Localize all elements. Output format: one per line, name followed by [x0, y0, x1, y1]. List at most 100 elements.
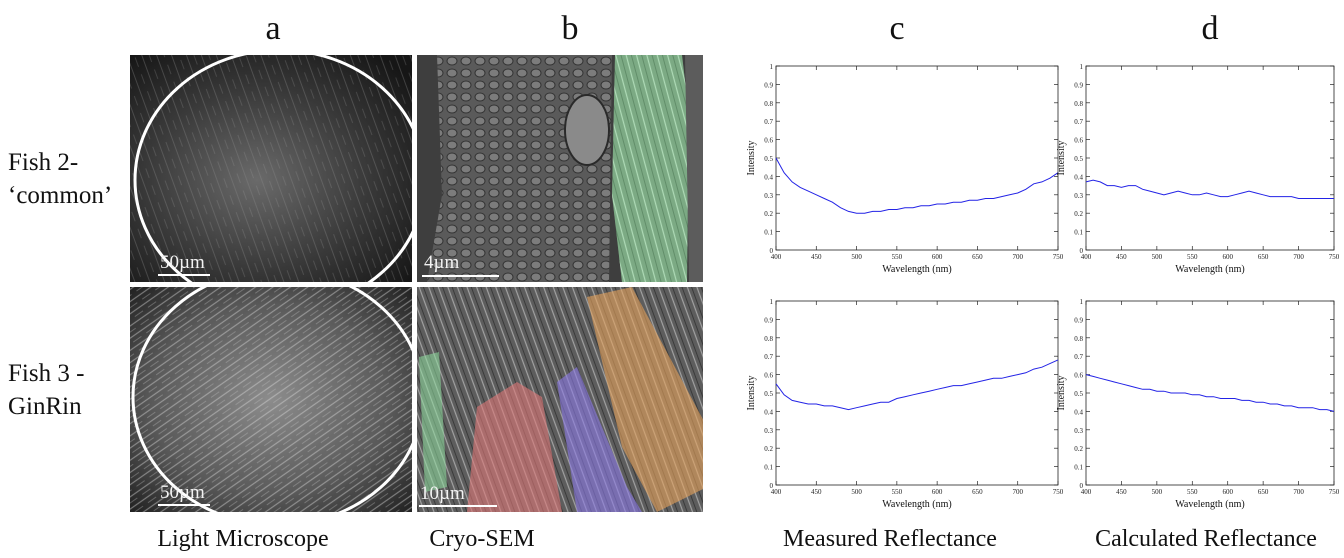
y-tick-label: 0.7	[764, 353, 773, 361]
y-tick-label: 0.4	[764, 173, 773, 181]
row-label-line1: Fish 2-	[8, 149, 79, 176]
red-overlay-region	[467, 382, 562, 512]
x-tick-label: 650	[1258, 253, 1269, 261]
y-tick-label: 0.8	[764, 100, 773, 108]
y-tick-label: 0.4	[764, 408, 773, 416]
row-label-line2: GinRin	[8, 393, 82, 420]
x-tick-label: 450	[1116, 488, 1127, 496]
light-microscope-image-fish2: 50µm	[130, 55, 412, 282]
series-line	[775, 359, 1059, 411]
x-tick-label: 500	[851, 253, 862, 261]
green-overlay-region	[612, 55, 689, 282]
x-tick-label: 700	[1012, 488, 1023, 496]
y-tick-label: 0.3	[1074, 427, 1083, 435]
y-tick-label: 0.9	[1074, 81, 1083, 89]
x-tick-label: 750	[1053, 253, 1064, 261]
x-tick-label: 750	[1329, 253, 1340, 261]
x-tick-label: 450	[811, 488, 822, 496]
y-tick-label: 1	[1080, 63, 1084, 71]
field-of-view-circle	[131, 287, 412, 512]
x-tick-label: 550	[1187, 253, 1198, 261]
y-tick-label: 0.7	[1074, 118, 1083, 126]
caption-light-microscope: Light Microscope	[157, 526, 329, 552]
x-axis-label: Wavelength (nm)	[1175, 499, 1244, 510]
series-line	[1085, 179, 1334, 199]
y-tick-label: 0.3	[1074, 192, 1083, 200]
row-label-fish3: Fish 3 - GinRin	[8, 357, 84, 423]
plot-area	[1085, 300, 1335, 486]
chart-measured-reflectance-fish3: 0 0.1 0.2 0.3 0.4 0.5 0.6 0.7 0.8 0.9 1 400 450 500 55…	[746, 298, 1064, 510]
y-tick-label: 1	[770, 63, 774, 71]
plot-area	[775, 65, 1059, 251]
y-tick-label: 0.2	[764, 210, 773, 218]
chart-measured-reflectance-fish2: 0 0.1 0.2 0.3 0.4 0.5 0.6 0.7 0.8 0.9 1 400 450 500 55…	[746, 63, 1064, 275]
y-tick-label: 0.6	[764, 372, 773, 380]
x-tick-label: 500	[1152, 488, 1163, 496]
x-tick-label: 400	[1081, 253, 1092, 261]
y-tick-label: 0	[770, 482, 774, 490]
x-tick-label: 750	[1329, 488, 1340, 496]
x-tick-label: 650	[972, 253, 983, 261]
x-tick-label: 700	[1012, 253, 1023, 261]
y-tick-label: 0.7	[764, 118, 773, 126]
x-tick-label: 650	[972, 488, 983, 496]
y-tick-label: 0.5	[764, 390, 773, 398]
y-tick-label: 0.1	[764, 229, 773, 237]
column-letter-b: b	[561, 10, 579, 47]
x-tick-label: 700	[1293, 488, 1304, 496]
x-tick-label: 650	[1258, 488, 1269, 496]
row-label-line2: ‘common’	[8, 182, 113, 209]
y-tick-label: 0.8	[1074, 100, 1083, 108]
y-tick-label: 0.1	[764, 464, 773, 472]
x-tick-label: 750	[1053, 488, 1064, 496]
y-axis-label: Intensity	[746, 376, 757, 411]
y-tick-label: 0.8	[1074, 335, 1083, 343]
x-tick-label: 400	[1081, 488, 1092, 496]
series-line	[775, 157, 1059, 214]
y-tick-label: 1	[1080, 298, 1084, 306]
y-tick-label: 0.5	[764, 155, 773, 163]
purple-overlay-region	[557, 367, 642, 512]
y-tick-label: 0.5	[1074, 155, 1083, 163]
x-tick-label: 700	[1293, 253, 1304, 261]
chart-calculated-reflectance-fish3: 0 0.1 0.2 0.3 0.4 0.5 0.6 0.7 0.8 0.9 1 400 450 500 55…	[1056, 298, 1340, 510]
x-tick-label: 600	[1222, 253, 1233, 261]
x-tick-label: 600	[932, 488, 943, 496]
y-tick-label: 0.8	[764, 335, 773, 343]
caption-calculated-reflectance: Calculated Reflectance	[1095, 526, 1317, 552]
plot-area	[775, 300, 1059, 486]
column-letter-a: a	[265, 10, 281, 47]
y-axis-label: Intensity	[1056, 376, 1067, 411]
y-tick-label: 0.4	[1074, 408, 1083, 416]
y-tick-label: 0.1	[1074, 464, 1083, 472]
x-tick-label: 550	[1187, 488, 1198, 496]
x-axis-label: Wavelength (nm)	[1175, 264, 1244, 275]
x-tick-label: 500	[851, 488, 862, 496]
x-tick-label: 550	[892, 488, 903, 496]
scale-bar-label: 50µm	[160, 252, 205, 273]
scale-bar-label: 4µm	[424, 252, 459, 273]
x-tick-label: 400	[771, 253, 782, 261]
y-tick-label: 0.2	[1074, 445, 1083, 453]
y-tick-label: 0.3	[764, 427, 773, 435]
y-tick-label: 0.6	[1074, 372, 1083, 380]
y-tick-label: 0.2	[1074, 210, 1083, 218]
y-tick-label: 0.9	[1074, 316, 1083, 324]
x-tick-label: 550	[892, 253, 903, 261]
y-tick-label: 0.5	[1074, 390, 1083, 398]
column-letter-d: d	[1201, 10, 1219, 47]
y-tick-label: 0.3	[764, 192, 773, 200]
y-tick-label: 0.7	[1074, 353, 1083, 361]
x-tick-label: 600	[932, 253, 943, 261]
row-label-line1: Fish 3 -	[8, 360, 85, 387]
y-tick-label: 0.2	[764, 445, 773, 453]
x-tick-label: 500	[1152, 253, 1163, 261]
orange-overlay-region	[587, 287, 703, 512]
x-tick-label: 450	[811, 253, 822, 261]
row-label-fish2: Fish 2- ‘common’	[8, 146, 112, 212]
light-microscope-image-fish3: 50µm	[130, 287, 412, 512]
scale-bar-label: 10µm	[420, 483, 465, 504]
y-tick-label: 0.6	[1074, 137, 1083, 145]
x-tick-label: 450	[1116, 253, 1127, 261]
y-tick-label: 0.1	[1074, 229, 1083, 237]
